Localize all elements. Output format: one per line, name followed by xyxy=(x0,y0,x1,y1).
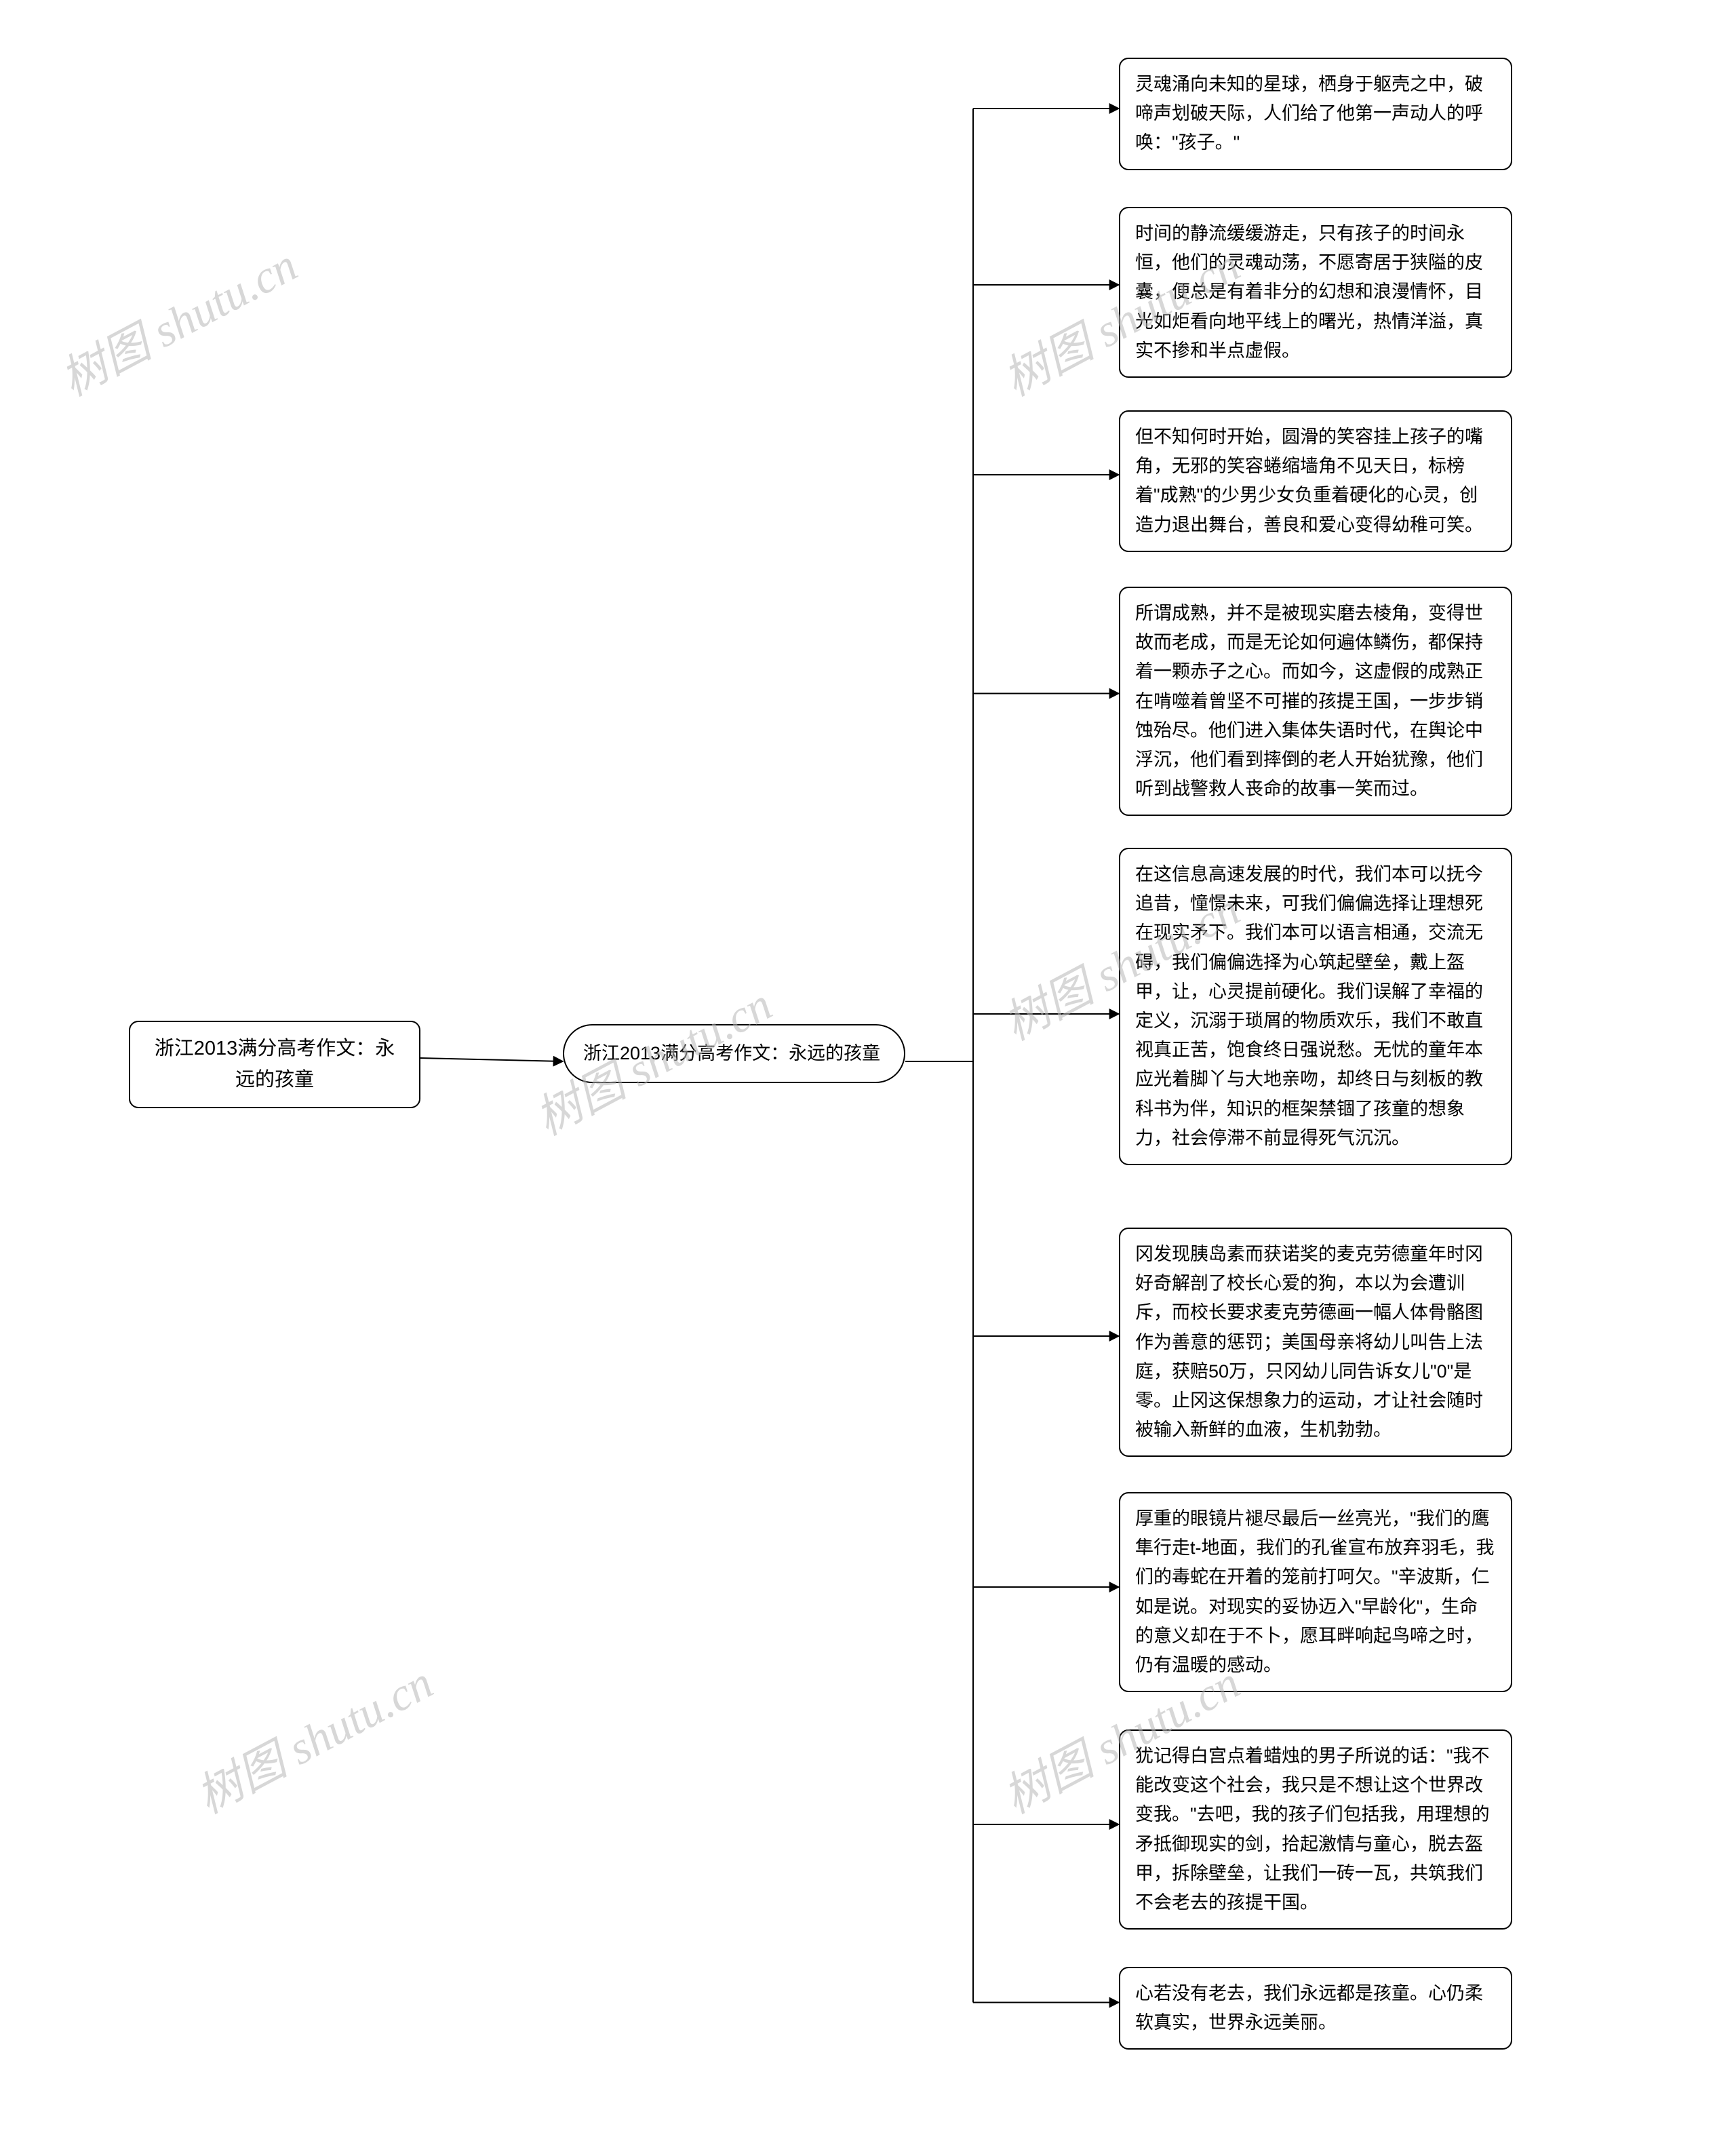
leaf-node: 厚重的眼镜片褪尽最后一丝亮光，"我们的鹰隼行走t-地面，我们的孔雀宣布放弃羽毛，… xyxy=(1119,1492,1512,1692)
leaf-node: 所谓成熟，并不是被现实磨去棱角，变得世故而老成，而是无论如何遍体鳞伤，都保持着一… xyxy=(1119,587,1512,816)
leaf-node: 冈发现胰岛素而获诺奖的麦克劳德童年时冈好奇解剖了校长心爱的狗，本以为会遭训斥，而… xyxy=(1119,1228,1512,1457)
watermark: 树图 shutu.cn xyxy=(47,228,307,409)
watermark: 树图 shutu.cn xyxy=(182,1645,442,1826)
leaf-node: 心若没有老去，我们永远都是孩童。心仍柔软真实，世界永远美丽。 xyxy=(1119,1967,1512,2050)
root-node: 浙江2013满分高考作文：永远的孩童 xyxy=(129,1021,420,1108)
leaf-node: 灵魂涌向未知的星球，栖身于躯壳之中，破啼声划破天际，人们给了他第一声动人的呼唤：… xyxy=(1119,58,1512,170)
leaf-node: 犹记得白宫点着蜡烛的男子所说的话："我不能改变这个社会，我只是不想让这个世界改变… xyxy=(1119,1729,1512,1930)
leaf-node: 但不知何时开始，圆滑的笑容挂上孩子的嘴角，无邪的笑容蜷缩墙角不见天日，标榜着"成… xyxy=(1119,410,1512,552)
